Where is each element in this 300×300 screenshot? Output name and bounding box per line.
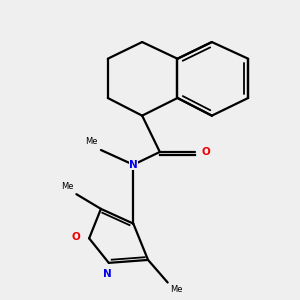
Text: N: N xyxy=(103,269,112,279)
Text: Me: Me xyxy=(61,182,74,191)
Text: N: N xyxy=(129,160,138,170)
Text: Me: Me xyxy=(85,136,98,146)
Text: Me: Me xyxy=(171,285,183,294)
Text: O: O xyxy=(72,232,80,242)
Text: O: O xyxy=(202,147,210,157)
